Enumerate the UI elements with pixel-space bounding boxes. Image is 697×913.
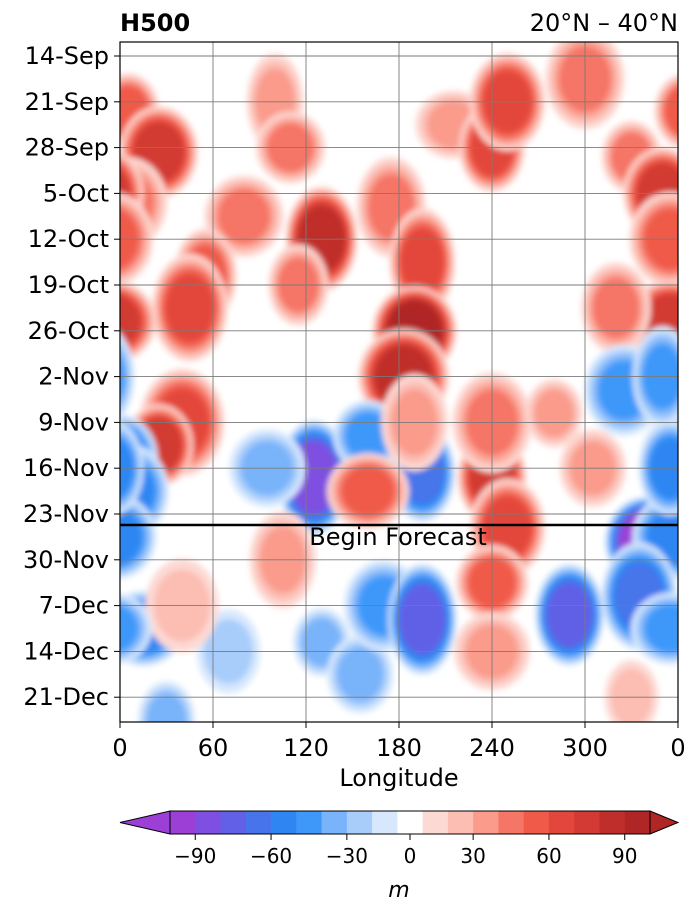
plot-area — [120, 42, 678, 722]
anomaly-feature — [204, 175, 284, 258]
colorbar-tick-label: −30 — [326, 844, 368, 868]
colorbar-segment — [321, 811, 348, 834]
forecast-annotation: Begin Forecast — [309, 523, 487, 551]
colorbar-segment — [195, 811, 221, 834]
colorbar-segment — [397, 811, 424, 834]
contour-level-wrap — [120, 510, 142, 564]
colorbar-segment — [296, 811, 322, 834]
colorbar-segment — [473, 811, 499, 834]
contour-level — [345, 412, 391, 461]
anomaly-feature — [138, 681, 195, 722]
y-tick-label: 21-Dec — [23, 683, 109, 711]
x-tick-label: 300 — [562, 734, 608, 762]
anomaly-feature — [525, 379, 583, 448]
y-tick-label: 2-Nov — [38, 363, 109, 391]
anomaly-feature — [229, 429, 306, 508]
colorbar-segment — [372, 811, 398, 834]
colorbar-segment — [220, 811, 247, 834]
x-tick-label: 240 — [469, 734, 515, 762]
x-tick-label: 0 — [112, 734, 127, 762]
contour-level — [218, 189, 270, 244]
x-tick-label: 180 — [376, 734, 422, 762]
anomaly-feature — [327, 635, 394, 714]
anomaly-feature — [293, 608, 350, 677]
contour-level-wrap — [120, 605, 138, 652]
anomaly-feature — [604, 660, 659, 722]
contour-level — [610, 668, 653, 722]
y-tick-label: 7-Dec — [39, 592, 109, 620]
colorbar — [119, 810, 680, 835]
x-tick-label: 0 — [670, 734, 685, 762]
y-tick-label: 5-Oct — [43, 179, 109, 207]
colorbar-extend-high — [649, 810, 680, 835]
y-tick-label: 12-Oct — [28, 225, 109, 253]
colorbar-tick-label: 0 — [404, 844, 417, 868]
y-axis: 14-Sep 21-Sep 28-Sep 5-Oct 12-Oct 19-Oct 26-Oc… — [23, 42, 120, 711]
y-tick-label: 30-Nov — [23, 546, 109, 574]
colorbar-segment — [271, 811, 297, 834]
y-tick-label: 14-Dec — [23, 637, 109, 665]
colorbar-segment — [245, 811, 272, 834]
anomaly-feature — [387, 563, 457, 676]
colorbar-tick-label: 60 — [536, 844, 561, 868]
y-tick-label: 9-Nov — [38, 408, 109, 436]
anomaly-feature — [535, 563, 604, 666]
anomaly-feature — [120, 106, 199, 199]
contour-level — [534, 389, 574, 438]
colorbar-label: m — [388, 878, 409, 903]
y-tick-label: 26-Oct — [28, 317, 109, 345]
colorbar-tick-label: 30 — [460, 844, 485, 868]
colorbar-segment — [624, 811, 651, 834]
colorbar-tick-label: 90 — [612, 844, 637, 868]
contour-level-wrap — [675, 617, 678, 640]
grid-lines — [120, 42, 678, 722]
y-tick-label: 28-Sep — [25, 134, 109, 162]
colorbar-ticks: −90 −60 −30 0 30 60 90 — [174, 834, 637, 868]
contour-level — [146, 693, 187, 722]
chart-title-right: 20°N – 40°N — [530, 9, 678, 37]
y-tick-label: 16-Nov — [23, 454, 109, 482]
contour-level — [547, 583, 592, 647]
y-tick-label: 23-Nov — [23, 500, 109, 528]
colorbar-segment — [498, 811, 525, 834]
colorbar-tick-label: −60 — [250, 844, 292, 868]
anomaly-feature — [326, 453, 410, 529]
contour-level — [399, 585, 445, 654]
anomaly-feature — [120, 592, 678, 665]
colorbar-segment — [599, 811, 626, 834]
colorbar-segment — [574, 811, 600, 834]
x-axis-label: Longitude — [339, 764, 458, 792]
y-tick-label: 19-Oct — [28, 271, 109, 299]
colorbar-segment — [447, 811, 474, 834]
colorbar-segment — [523, 811, 550, 834]
colorbar-tick-label: −90 — [174, 844, 216, 868]
x-tick-label: 60 — [198, 734, 229, 762]
anomaly-feature — [581, 262, 651, 354]
contour-level — [593, 278, 639, 338]
colorbar-segment — [170, 811, 196, 834]
contour-level — [337, 647, 384, 702]
contour-level — [301, 618, 342, 667]
contour-level-wrap — [120, 295, 140, 348]
contour-level — [644, 604, 678, 653]
colorbar-extend-low — [119, 810, 171, 835]
anomaly-feature — [152, 253, 228, 362]
x-axis: 0 60 120 180 240 300 0 — [112, 722, 686, 762]
x-tick-label: 120 — [283, 734, 329, 762]
y-tick-label: 14-Sep — [25, 42, 109, 70]
contour-level — [165, 274, 214, 342]
colorbar-segment — [346, 811, 373, 834]
contour-level — [483, 497, 532, 559]
colorbar-segment — [422, 811, 449, 834]
contour-level-wrap — [665, 88, 678, 134]
contour-level — [400, 228, 444, 296]
chart-title-left: H500 — [120, 9, 190, 37]
contour-level — [342, 466, 394, 516]
y-tick-label: 21-Sep — [25, 88, 109, 116]
colorbar-segment — [548, 811, 575, 834]
